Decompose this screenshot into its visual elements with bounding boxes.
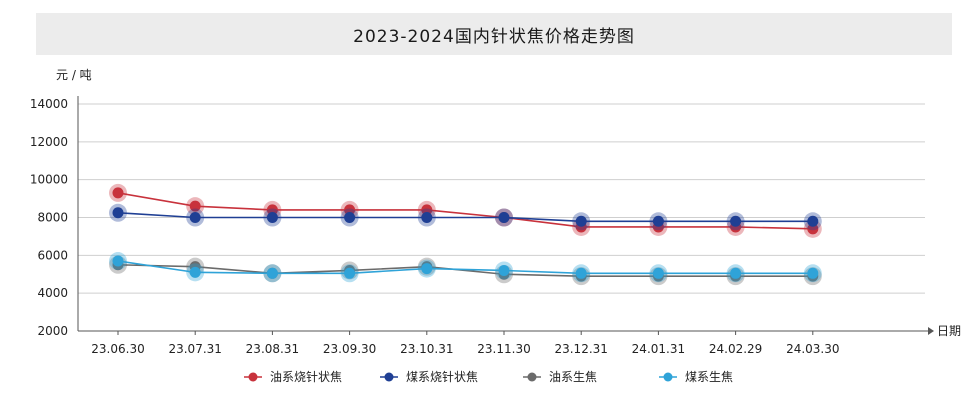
series-line [117,263,813,277]
data-point [652,267,664,279]
y-axis-label: 元 / 吨 [56,68,92,82]
data-point [575,215,587,227]
series-1 [109,183,822,238]
x-tick-label: 24.02.29 [709,342,762,356]
data-point [807,215,819,227]
data-point [189,266,201,278]
data-point [344,212,356,223]
legend-item: 油系烧针状焦 [244,369,342,384]
x-axis-arrow [928,327,934,335]
legend-marker [384,372,394,382]
data-point [189,212,201,223]
data-point [266,267,278,279]
data-point [421,212,433,223]
y-tick-label: 4000 [37,286,68,300]
data-point [652,215,664,227]
legend-marker [248,372,258,382]
data-point [730,215,742,227]
x-tick-label: 24.01.31 [632,342,685,356]
data-point [112,255,124,267]
data-point [807,223,819,235]
series-4 [109,252,822,283]
x-tick-label: 23.12.31 [554,342,607,356]
series-line [117,192,813,230]
data-point [421,263,433,275]
data-point [575,267,587,279]
x-tick-label: 23.10.31 [400,342,453,356]
y-tick-label: 8000 [37,211,68,225]
y-tick-label: 12000 [30,135,68,149]
y-tick-label: 10000 [30,173,68,187]
x-tick-label: 23.07.31 [168,342,221,356]
data-point [730,267,742,279]
series-3 [109,255,822,286]
legend-marker [663,372,673,382]
x-tick-label: 23.06.30 [91,342,144,356]
data-point [498,212,510,223]
data-point [266,204,278,216]
series-line [117,211,813,223]
data-point [266,212,278,223]
y-tick-label: 2000 [37,324,68,338]
data-point [498,264,510,276]
data-point [112,187,124,199]
data-point [189,200,201,212]
x-axis-label: 日期 [937,324,961,338]
legend-label: 油系烧针状焦 [270,369,342,384]
x-tick-label: 23.08.31 [246,342,299,356]
legend-item: 油系生焦 [523,370,597,384]
legend-label: 煤系烧针状焦 [406,369,478,384]
y-tick-label: 14000 [30,97,68,111]
series-line [117,260,813,275]
x-tick-label: 23.11.30 [477,342,530,356]
data-point [344,267,356,279]
series-2 [109,203,822,231]
chart-title-bar: 2023-2024国内针状焦价格走势图 [36,13,952,55]
legend-label: 煤系生焦 [685,370,733,384]
legend-item: 煤系烧针状焦 [380,369,478,384]
data-point [112,207,124,219]
x-tick-label: 24.03.30 [786,342,839,356]
data-point [807,267,819,279]
data-point [344,204,356,216]
y-tick-label: 6000 [37,248,68,262]
data-point [421,204,433,216]
x-tick-label: 23.09.30 [323,342,376,356]
legend-item: 煤系生焦 [659,370,733,384]
legend-label: 油系生焦 [549,370,597,384]
legend-marker [527,372,537,382]
chart-title: 2023-2024国内针状焦价格走势图 [353,26,635,47]
